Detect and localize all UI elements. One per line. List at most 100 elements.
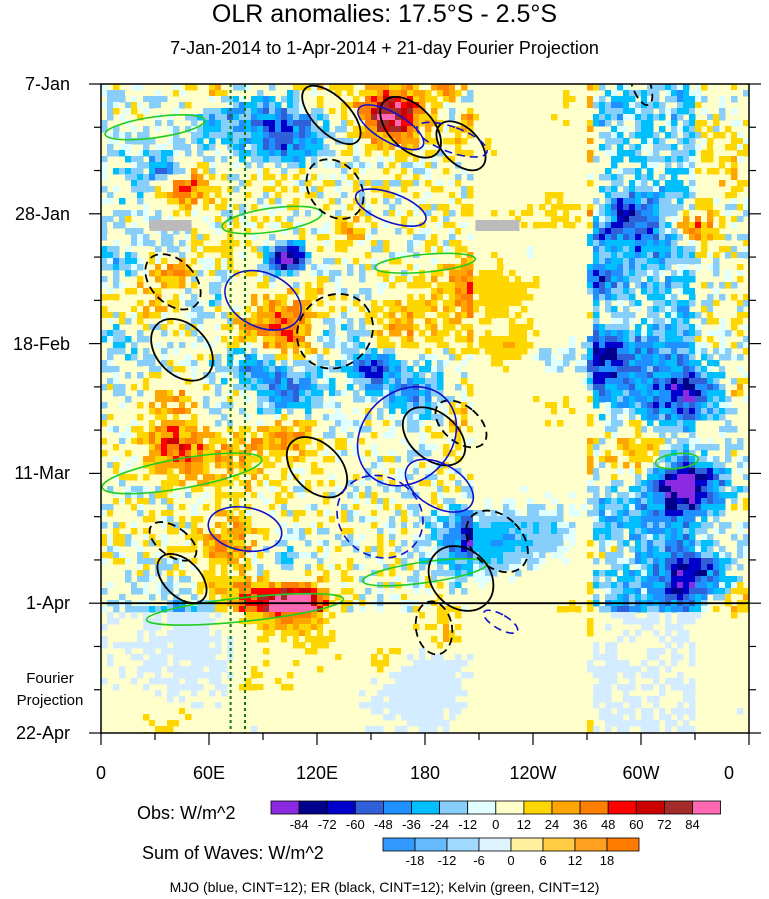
- field-cell: [683, 318, 690, 325]
- field-cell: [623, 240, 630, 247]
- field-cell: [617, 168, 624, 175]
- field-cell: [659, 504, 666, 511]
- field-cell: [701, 258, 708, 265]
- field-cell: [395, 390, 402, 397]
- field-cell: [335, 276, 342, 283]
- field-cell: [425, 414, 432, 421]
- field-cell: [683, 222, 690, 229]
- field-cell: [647, 84, 654, 91]
- field-cell: [695, 498, 702, 505]
- field-cell: [239, 528, 246, 535]
- field-cell: [491, 288, 498, 295]
- field-cell: [521, 228, 528, 235]
- field-cell: [215, 486, 222, 493]
- chart-title: OLR anomalies: 17.5°S - 2.5°S: [211, 0, 558, 28]
- field-cell: [119, 312, 126, 319]
- field-cell: [665, 354, 672, 361]
- field-cell: [563, 120, 570, 127]
- field-cell: [593, 120, 600, 127]
- field-cell: [473, 306, 480, 313]
- field-cell: [563, 132, 570, 139]
- field-cell: [449, 126, 456, 133]
- field-cell: [677, 312, 684, 319]
- field-cell: [239, 360, 246, 367]
- field-cell: [509, 300, 516, 307]
- field-cell: [647, 138, 654, 145]
- field-cell: [413, 390, 420, 397]
- field-cell: [551, 510, 558, 517]
- field-cell: [137, 174, 144, 181]
- field-cell: [251, 216, 258, 223]
- field-cell: [425, 306, 432, 313]
- field-cell: [701, 504, 708, 511]
- field-cell: [359, 90, 366, 97]
- field-cell: [707, 120, 714, 127]
- field-cell: [323, 528, 330, 535]
- field-cell: [617, 294, 624, 301]
- field-cell: [281, 300, 288, 307]
- field-cell: [419, 390, 426, 397]
- field-cell: [179, 366, 186, 373]
- field-cell: [641, 96, 648, 103]
- field-cell: [335, 402, 342, 409]
- field-cell: [275, 336, 282, 343]
- field-cell: [431, 246, 438, 253]
- field-cell: [269, 126, 276, 133]
- field-cell: [407, 372, 414, 379]
- field-cell: [467, 330, 474, 337]
- field-cell: [365, 498, 372, 505]
- field-cell: [305, 420, 312, 427]
- field-cell: [359, 168, 366, 175]
- field-cell: [569, 522, 576, 529]
- field-cell: [599, 462, 606, 469]
- field-cell: [605, 144, 612, 151]
- field-cell: [413, 192, 420, 199]
- field-cell: [671, 354, 678, 361]
- field-cell: [275, 354, 282, 361]
- field-cell: [611, 162, 618, 169]
- field-cell: [467, 210, 474, 217]
- field-cell: [587, 414, 594, 421]
- field-cell: [641, 228, 648, 235]
- field-cell: [347, 204, 354, 211]
- field-cell: [737, 510, 744, 517]
- field-cell: [593, 372, 600, 379]
- field-cell: [413, 210, 420, 217]
- field-cell: [353, 252, 360, 259]
- field-cell: [353, 456, 360, 463]
- field-cell: [737, 300, 744, 307]
- field-cell: [425, 360, 432, 367]
- field-cell: [443, 240, 450, 247]
- field-cell: [299, 204, 306, 211]
- field-cell: [101, 468, 108, 475]
- field-cell: [407, 492, 414, 499]
- field-cell: [179, 474, 186, 481]
- field-cell: [209, 174, 216, 181]
- field-cell: [389, 450, 396, 457]
- field-cell: [137, 330, 144, 337]
- field-cell: [509, 504, 516, 511]
- field-cell: [395, 156, 402, 163]
- field-cell: [263, 186, 270, 193]
- field-cell: [653, 414, 660, 421]
- field-cell: [401, 306, 408, 313]
- field-cell: [539, 108, 546, 115]
- field-cell: [677, 402, 684, 409]
- field-cell: [509, 186, 516, 193]
- field-cell: [275, 318, 282, 325]
- field-cell: [167, 474, 174, 481]
- field-cell: [161, 486, 168, 493]
- field-cell: [227, 108, 234, 115]
- field-cell: [413, 426, 420, 433]
- field-cell: [359, 114, 366, 121]
- field-cell: [623, 372, 630, 379]
- field-cell: [569, 216, 576, 223]
- field-cell: [323, 522, 330, 529]
- field-cell: [599, 114, 606, 121]
- field-cell: [101, 336, 108, 343]
- field-cell: [425, 282, 432, 289]
- field-cell: [131, 222, 138, 229]
- field-cell: [275, 450, 282, 457]
- field-cell: [281, 444, 288, 451]
- field-cell: [407, 114, 414, 121]
